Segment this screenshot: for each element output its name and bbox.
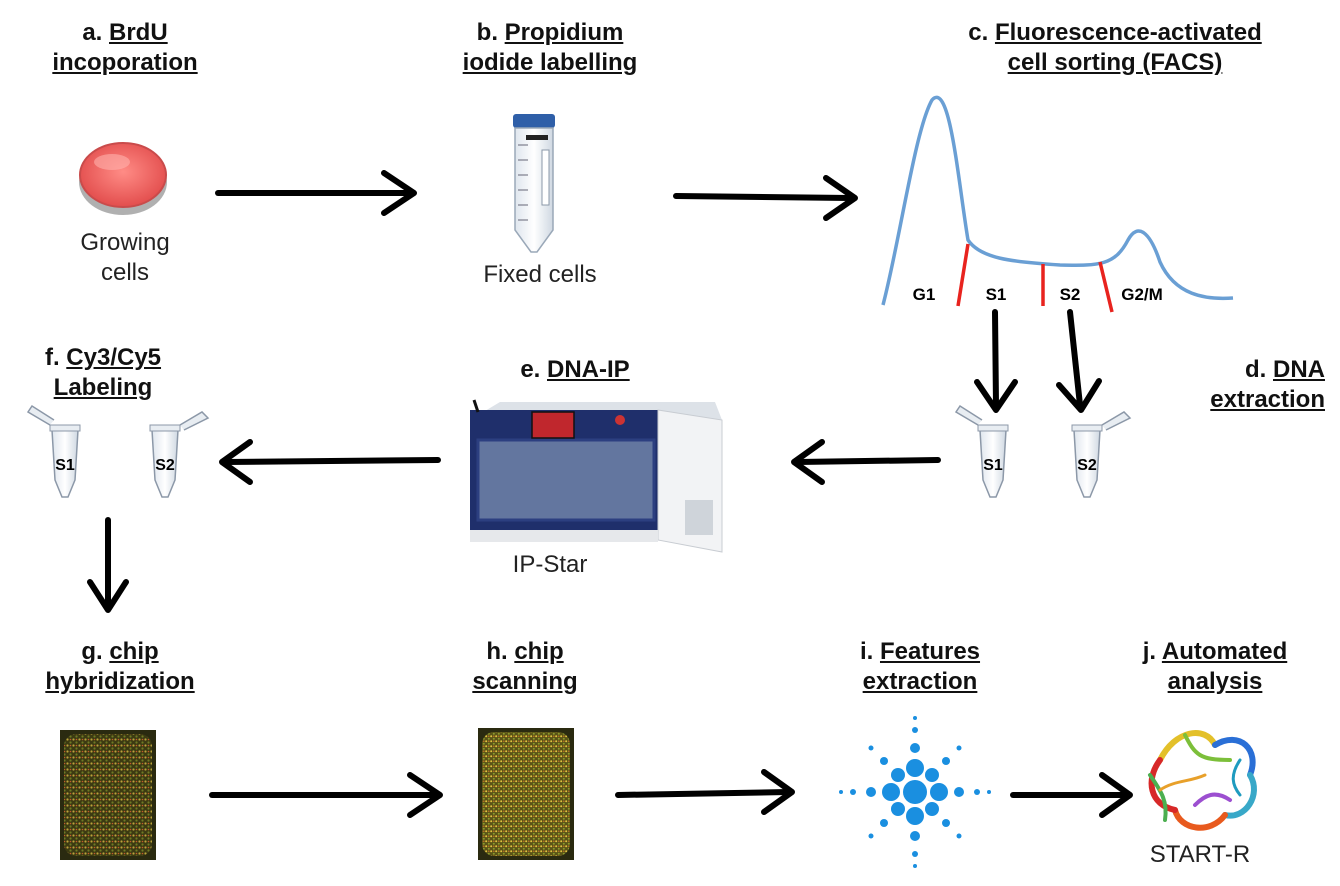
phase-label-s1: S1 — [986, 285, 1007, 304]
growing-cells-caption: Growing cells — [80, 229, 170, 286]
ip-star-caption: IP-Star — [512, 551, 588, 578]
svg-text:S1: S1 — [983, 457, 1003, 474]
step-a-title: a. BrdU incoporation — [52, 19, 198, 76]
svg-text:S1: S1 — [55, 457, 75, 474]
arrow-s2-down — [1056, 309, 1102, 413]
start-r-caption: START-R — [1149, 841, 1251, 868]
step-f-title: f. Cy3/Cy5 Labeling — [44, 344, 162, 401]
arrow-g-to-h — [209, 772, 443, 818]
chip-hybridization-icon — [60, 730, 156, 860]
protein-structure-icon — [1148, 730, 1257, 831]
arrow-h-to-i — [615, 769, 795, 815]
chip-scanning-icon — [478, 728, 574, 860]
arrow-e-to-f — [219, 439, 441, 485]
phase-label-g2m: G2/M — [1121, 285, 1163, 304]
step-h-title: h. chip scanning — [472, 638, 578, 695]
features-extraction-logo-icon — [839, 716, 991, 868]
microtube-icon-d-s1: S1 — [954, 404, 1009, 498]
step-e-title: e. DNA-IP — [520, 356, 630, 383]
arrow-a-to-b — [215, 170, 417, 216]
svg-text:S2: S2 — [155, 457, 175, 474]
phase-label-g1: G1 — [913, 285, 936, 304]
step-b-title: b. Propidium iodide labelling — [462, 19, 638, 76]
ip-star-machine-icon — [470, 399, 723, 553]
microtube-icon-f-s1: S1 — [26, 404, 81, 498]
arrow-i-to-j — [1010, 772, 1133, 818]
fixed-cells-caption: Fixed cells — [483, 261, 597, 288]
arrow-f-to-g — [87, 517, 129, 613]
step-c-title: c. Fluorescence-activated cell sorting (F… — [968, 19, 1262, 76]
arrow-d-to-e — [791, 439, 941, 485]
arrow-s1-down — [974, 309, 1018, 413]
falcon-tube-icon — [513, 114, 555, 253]
petri-dish-icon — [79, 142, 167, 215]
arrow-b-to-c — [673, 175, 858, 221]
phase-label-s2: S2 — [1060, 285, 1081, 304]
gate-line-1 — [956, 243, 970, 307]
step-g-title: g. chip hybridization — [45, 638, 195, 695]
step-j-title: j. Automated analysis — [1142, 638, 1288, 695]
facs-histogram: G1 S1 S2 G2/M — [881, 95, 1234, 313]
gate-line-3 — [1098, 261, 1114, 313]
step-d-title: d. DNA extraction — [1210, 356, 1325, 413]
facs-curve — [881, 95, 1234, 306]
svg-text:S2: S2 — [1077, 457, 1097, 474]
microtube-icon-f-s2: S2 — [149, 411, 210, 498]
step-i-title: i. Features extraction — [859, 638, 981, 695]
microtube-icon-d-s2: S2 — [1071, 411, 1132, 498]
